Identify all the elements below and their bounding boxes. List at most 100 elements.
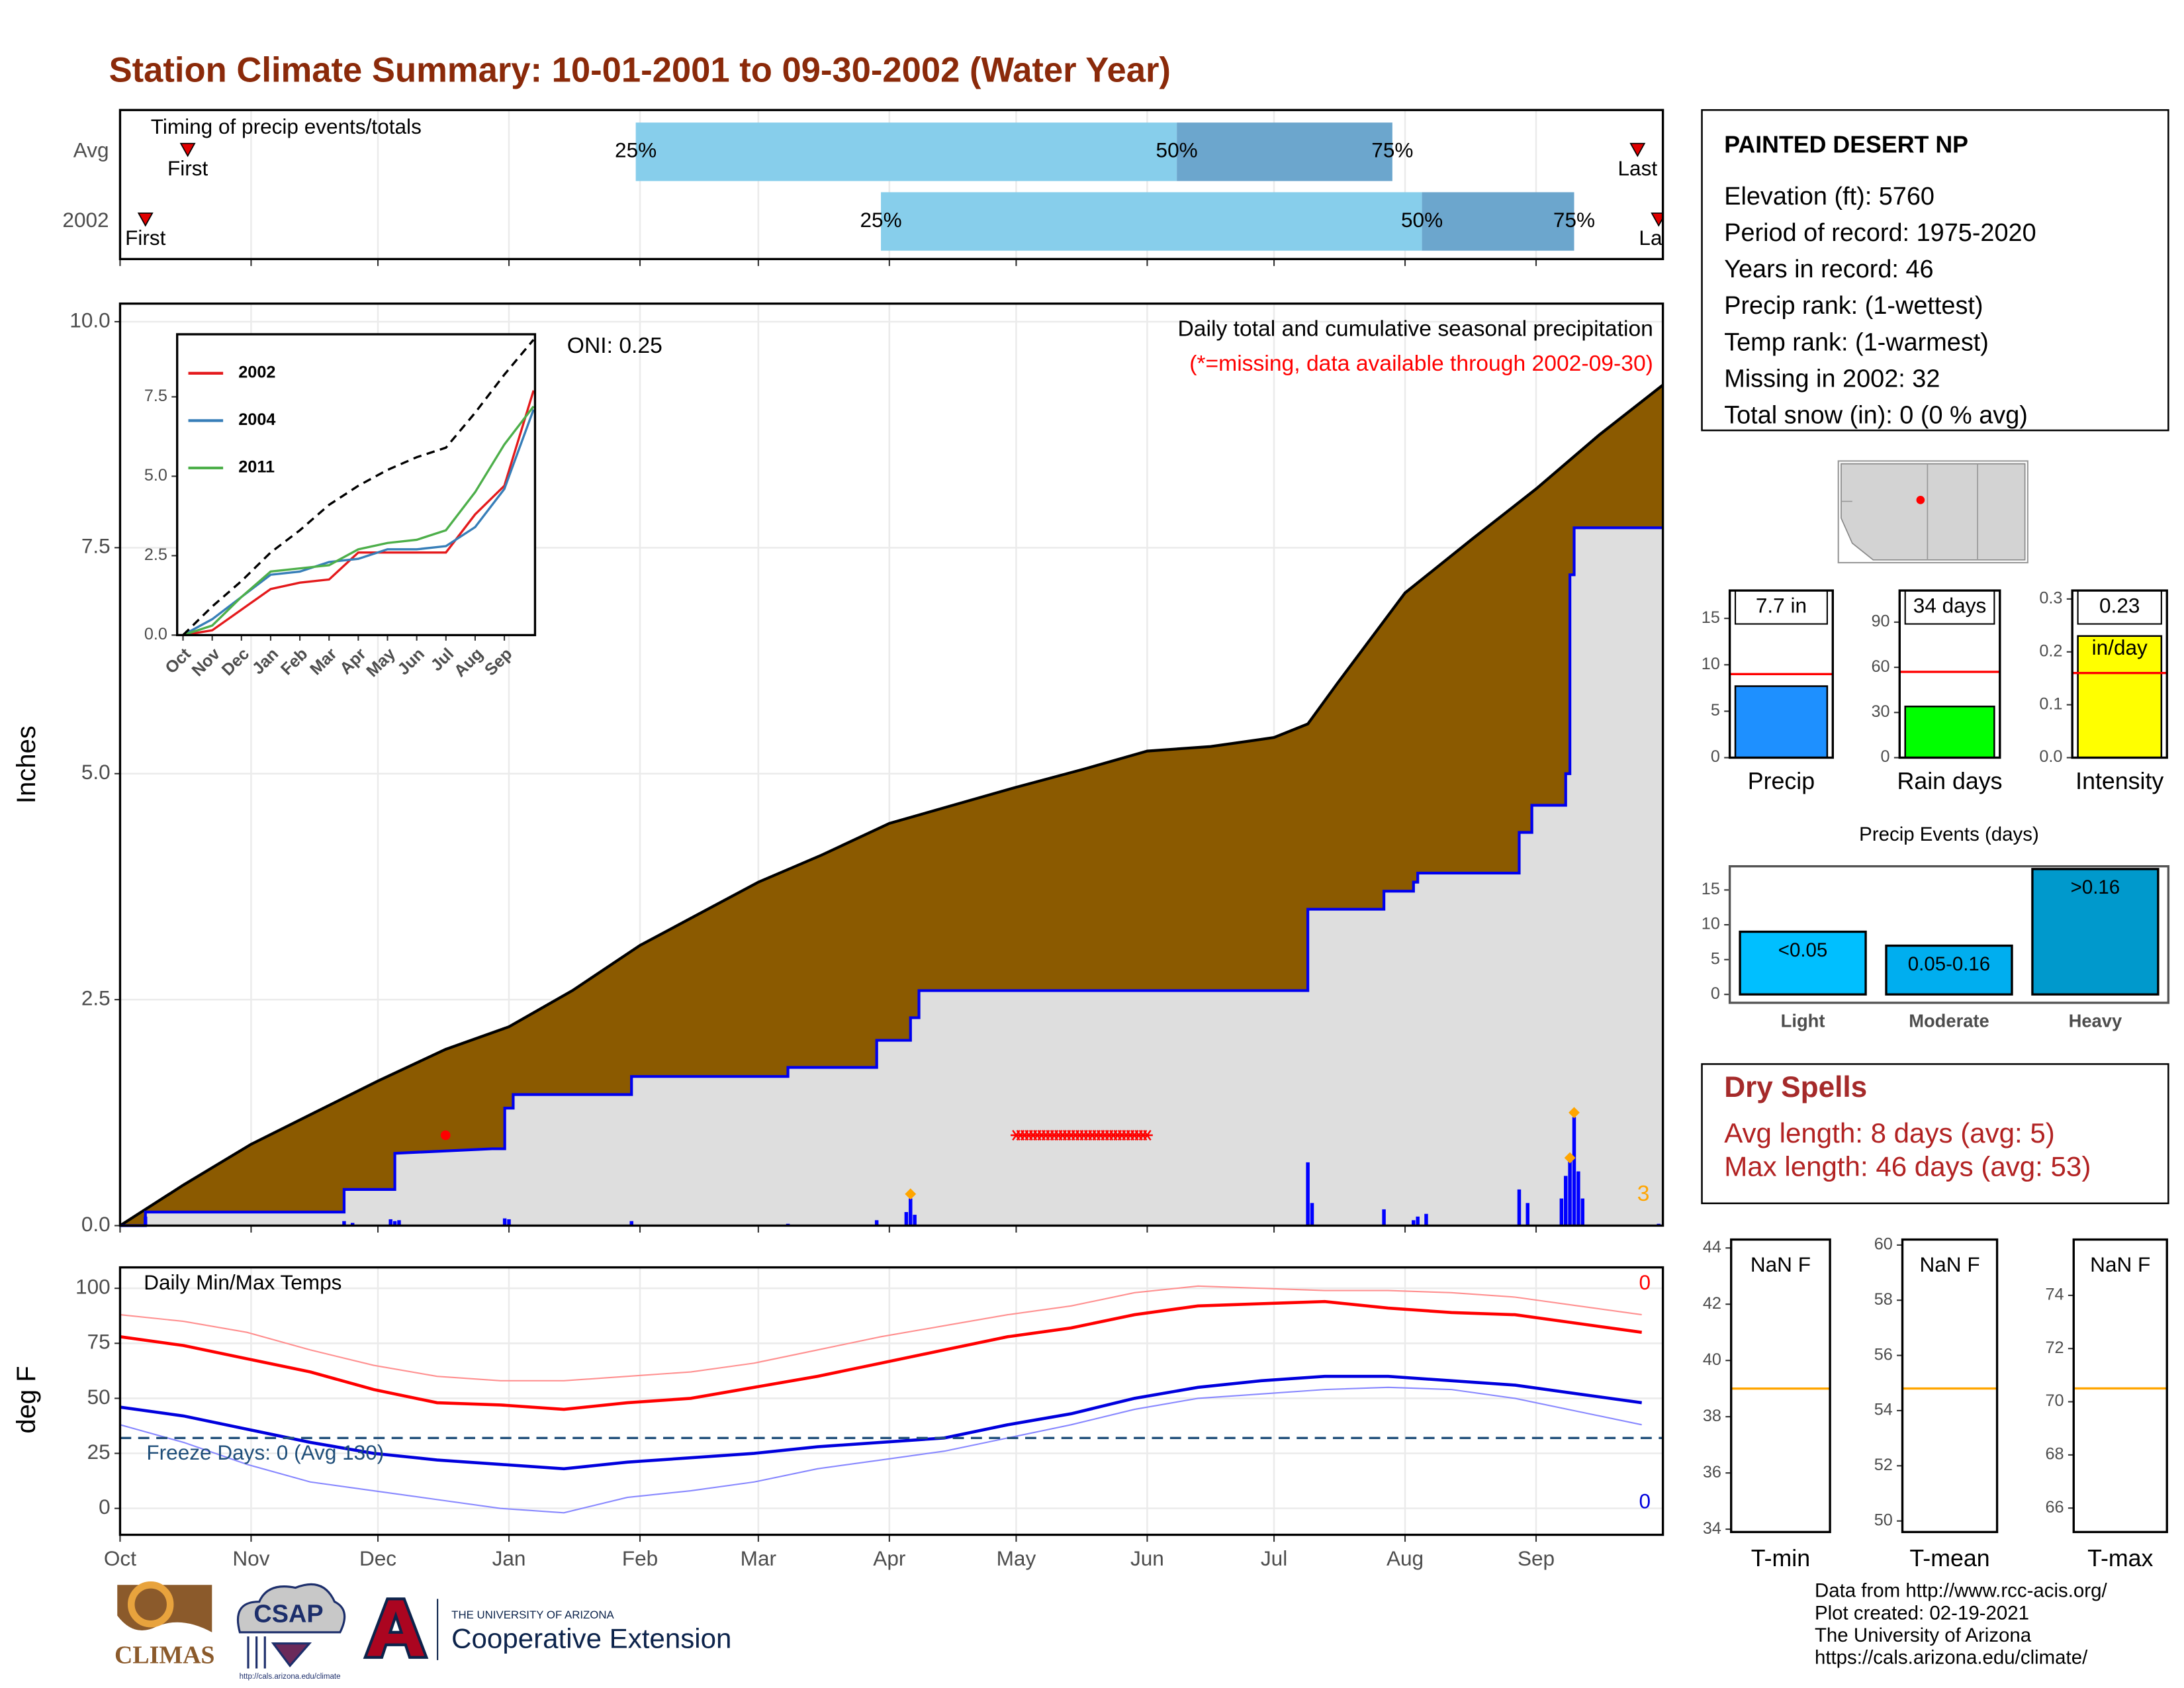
temperature-line [120, 1386, 1642, 1514]
y-tick-label: 10 [1702, 655, 1720, 673]
y-tick-label: 100 [75, 1275, 111, 1299]
early-span [881, 192, 1422, 251]
panel [120, 1267, 1663, 1535]
y-tick-label: 68 [2045, 1445, 2064, 1464]
category-label: Moderate [1909, 1011, 1989, 1031]
station-line: Temp rank: (1-warmest) [1724, 328, 1989, 356]
quantile-label: 25% [615, 138, 657, 162]
panel-border [176, 333, 537, 637]
inset-line [183, 390, 535, 637]
y-tick-label: 60 [1874, 1235, 1893, 1254]
y-tick-label: 0 [1881, 747, 1890, 766]
mini-panel [2073, 1239, 2167, 1532]
daily-bar [1310, 1203, 1314, 1226]
panel-border [1901, 1238, 1999, 1534]
y-tick-label: 0.1 [2039, 694, 2062, 713]
inset-line [182, 339, 535, 636]
x-tick-label: Nov [232, 1546, 269, 1570]
panel-border [2071, 589, 2168, 759]
daily-bar [1517, 1189, 1522, 1226]
dry-spells-line: Max length: 46 days (avg: 53) [1724, 1150, 2091, 1182]
y-tick-label: 0.0 [144, 625, 167, 643]
panel-border [118, 302, 1664, 1227]
y-tick-label: 5 [1711, 949, 1720, 968]
x-tick-label: Apr [873, 1546, 905, 1570]
panel-border [1730, 1238, 1831, 1534]
panel-border [1898, 589, 2001, 759]
y-tick-label: 0 [1711, 747, 1720, 766]
quantile-label: 75% [1553, 208, 1595, 232]
oni: ONI: 0.25 [567, 334, 662, 358]
category-label: Rain days [1897, 768, 2003, 794]
footer-line: https://cals.arizona.edu/climate/ [1815, 1647, 2088, 1669]
daily-bar [904, 1212, 909, 1226]
first-marker [179, 142, 196, 158]
daily-bar [1306, 1162, 1310, 1226]
row-label: Avg [73, 138, 109, 162]
early-span [635, 122, 1177, 181]
y-tick-label: 15 [1702, 608, 1720, 627]
annotation: Daily total and cumulative seasonal prec… [1177, 317, 1653, 342]
point-marker [440, 1130, 451, 1141]
category-label: T-mean [1909, 1545, 1989, 1571]
y-tick-label: 0.2 [2039, 641, 2062, 660]
daily-bar [1424, 1213, 1428, 1226]
station-line: Missing in 2002: 32 [1724, 365, 1940, 393]
value-label: NaN F [1919, 1252, 1979, 1276]
inset-panel [177, 334, 535, 635]
y-tick-label: 0.0 [2039, 747, 2062, 766]
category-label: Precip [1748, 768, 1815, 794]
map-borders [1841, 463, 1978, 560]
x-tick-label: Feb [622, 1546, 658, 1570]
class-label: 0.05-0.16 [1908, 953, 1990, 975]
y-tick-label: 0 [1711, 984, 1720, 1003]
daily-bar [502, 1218, 507, 1226]
mini-panel [1731, 1239, 1831, 1532]
climas-logo: CLIMAS [114, 1581, 214, 1669]
legend-label: 2011 [238, 458, 275, 477]
y-tick-label: 50 [1874, 1511, 1893, 1529]
station-line: Precip rank: (1-wettest) [1724, 292, 1983, 320]
arizona-a [363, 1597, 429, 1659]
highlight-marker [1569, 1107, 1580, 1119]
unit-label: in/day [2092, 635, 2148, 659]
extension-text: Cooperative Extension [451, 1623, 731, 1654]
event-bar [2031, 868, 2160, 996]
x-tick-label: May [997, 1546, 1036, 1570]
y-tick-label: 56 [1874, 1345, 1893, 1364]
event-bar [1739, 930, 1867, 996]
footer-line: Plot created: 02-19-2021 [1815, 1602, 2029, 1624]
events-title: Precip Events (days) [1859, 823, 2039, 845]
daily-bar [1576, 1171, 1580, 1226]
row-label: 2002 [62, 208, 109, 232]
x-tick-label: Jul [1261, 1546, 1287, 1570]
last-marker [1629, 142, 1646, 158]
max-count: 0 [1639, 1270, 1651, 1294]
y-tick-label: 36 [1703, 1463, 1721, 1481]
value-label: 0.23 [2099, 594, 2140, 618]
university-text: THE UNIVERSITY OF ARIZONA [451, 1609, 614, 1621]
y-tick-label: 2.5 [81, 986, 111, 1009]
y-tick-label: 90 [1871, 612, 1889, 631]
csap-logo: CSAP http://cals.arizona.edu/climate [236, 1583, 346, 1681]
value-box [1734, 590, 1828, 625]
station-line: Period of record: 1975-2020 [1724, 219, 2036, 247]
x-tick-label: Dec [359, 1546, 396, 1570]
missing-marker [1142, 1129, 1153, 1141]
y-tick-label: 0.0 [81, 1212, 111, 1236]
daily-bar [392, 1221, 397, 1226]
daily-bar [1572, 1117, 1576, 1226]
daily-bar [397, 1220, 401, 1226]
daily-bar [1412, 1220, 1416, 1226]
value-label: 7.7 in [1756, 594, 1807, 618]
y-tick-label: 30 [1871, 702, 1889, 721]
temperature-line [120, 1374, 1643, 1471]
station-line: Total snow (in): 0 (0 % avg) [1724, 402, 2028, 430]
value-label: NaN F [1751, 1252, 1811, 1276]
daily-bar [342, 1221, 346, 1226]
y-tick-label: 10.0 [69, 308, 110, 332]
daily-bar [388, 1219, 392, 1226]
x-tick-label: Sep [1518, 1546, 1555, 1570]
category-label: Light [1781, 1011, 1825, 1031]
